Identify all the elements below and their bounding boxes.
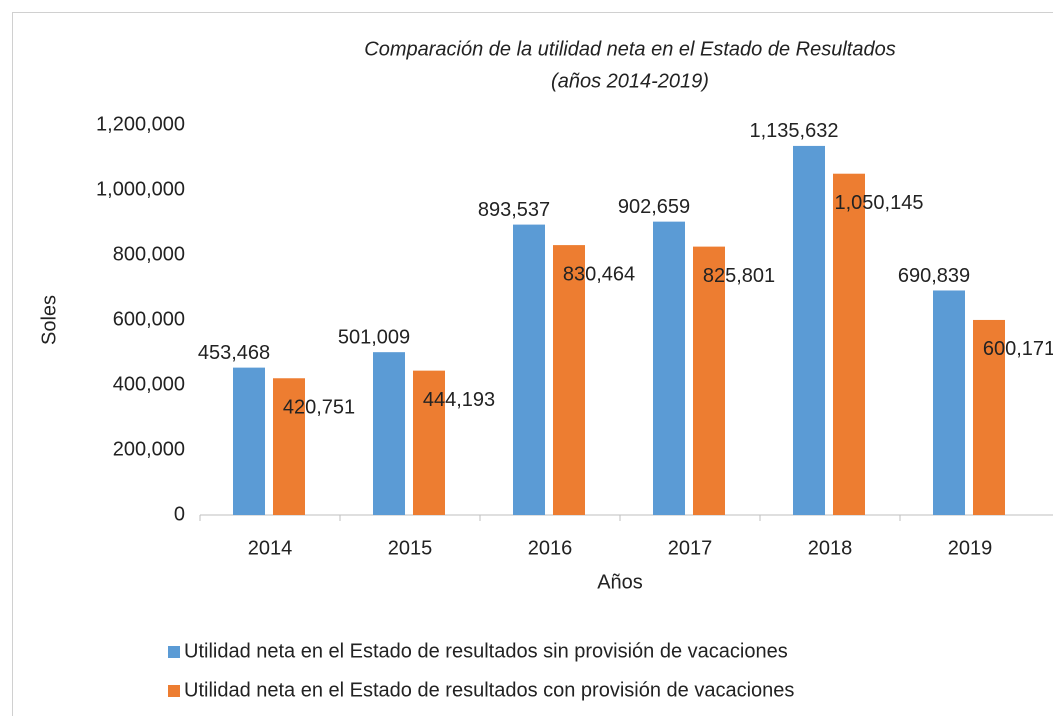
data-label: 902,659 (618, 196, 690, 218)
bar (273, 378, 305, 515)
bar (793, 145, 825, 515)
data-label: 1,135,632 (750, 120, 839, 142)
bar (373, 352, 405, 515)
legend-label: Utilidad neta en el Estado de resultados… (184, 679, 794, 701)
legend-label: Utilidad neta en el Estado de resultados… (184, 640, 788, 662)
x-tick-label: 2017 (668, 537, 713, 559)
y-axis-title: Soles (38, 295, 60, 345)
data-label: 444,193 (423, 389, 495, 411)
bar (553, 245, 585, 516)
y-tick-label: 400,000 (113, 373, 185, 395)
x-tick-label: 2015 (388, 537, 433, 559)
data-label: 453,468 (198, 342, 270, 364)
legend-swatch (168, 646, 180, 658)
data-label: 501,009 (338, 326, 410, 348)
bar (513, 224, 545, 516)
bar (833, 173, 865, 515)
x-tick-label: 2016 (528, 537, 573, 559)
legend-swatch (168, 685, 180, 697)
x-tick-label: 2018 (808, 537, 853, 559)
bar (653, 221, 685, 516)
data-label: 600,171 (983, 338, 1053, 360)
data-label: 1,050,145 (835, 192, 924, 214)
bar (933, 290, 965, 515)
y-tick-label: 0 (174, 503, 185, 525)
data-label: 825,801 (703, 265, 775, 287)
y-tick-label: 1,200,000 (96, 113, 185, 135)
x-tick-label: 2019 (948, 537, 993, 559)
chart-title: Comparación de la utilidad neta en el Es… (364, 38, 895, 60)
data-label: 420,751 (283, 397, 355, 419)
y-tick-label: 1,000,000 (96, 178, 185, 200)
data-label: 893,537 (478, 199, 550, 221)
bar (693, 246, 725, 515)
y-tick-label: 200,000 (113, 438, 185, 460)
x-axis-title: Años (597, 571, 643, 593)
data-label: 690,839 (898, 265, 970, 287)
bar (233, 367, 265, 515)
bar (973, 319, 1005, 515)
x-tick-label: 2014 (248, 537, 293, 559)
chart-subtitle: (años 2014-2019) (551, 70, 709, 92)
y-tick-label: 600,000 (113, 308, 185, 330)
bar (413, 370, 445, 515)
data-label: 830,464 (563, 263, 635, 285)
y-tick-label: 800,000 (113, 243, 185, 265)
